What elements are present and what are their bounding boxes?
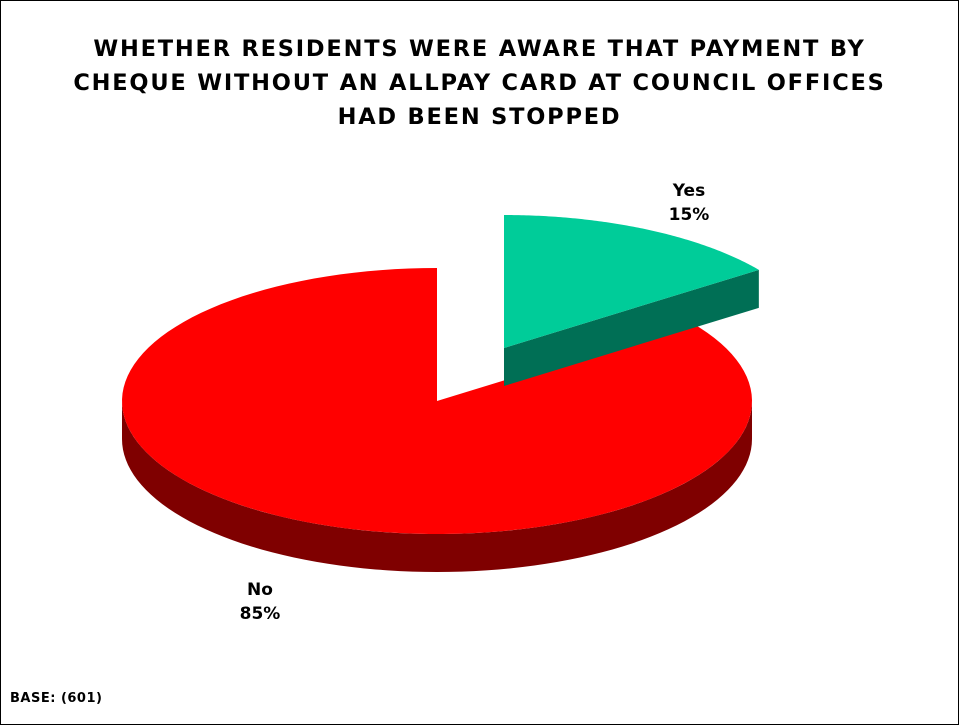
base-note: BASE: (601) <box>10 691 103 706</box>
slice-label-no-name: No <box>247 580 273 600</box>
slice-label-yes-value: 15% <box>668 205 710 225</box>
slice-label-no-value: 85% <box>239 604 281 624</box>
chart-title: WHETHER RESIDENTS WERE AWARE THAT PAYMEN… <box>21 32 938 134</box>
chart-title-line-3: HAD BEEN STOPPED <box>337 104 622 130</box>
slice-label-yes: Yes 15% <box>629 179 749 227</box>
slice-label-yes-name: Yes <box>672 181 706 201</box>
slice-yes <box>504 215 759 348</box>
chart-title-line-1: WHETHER RESIDENTS WERE AWARE THAT PAYMEN… <box>93 36 866 62</box>
chart-title-line-2: CHEQUE WITHOUT AN ALLPAY CARD AT COUNCIL… <box>73 70 886 96</box>
slice-label-no: No 85% <box>200 578 320 626</box>
pie-layer <box>122 215 759 572</box>
slice-rim-no <box>122 401 752 572</box>
slice-no <box>122 268 752 534</box>
slice-cut-face-yes <box>504 269 759 386</box>
